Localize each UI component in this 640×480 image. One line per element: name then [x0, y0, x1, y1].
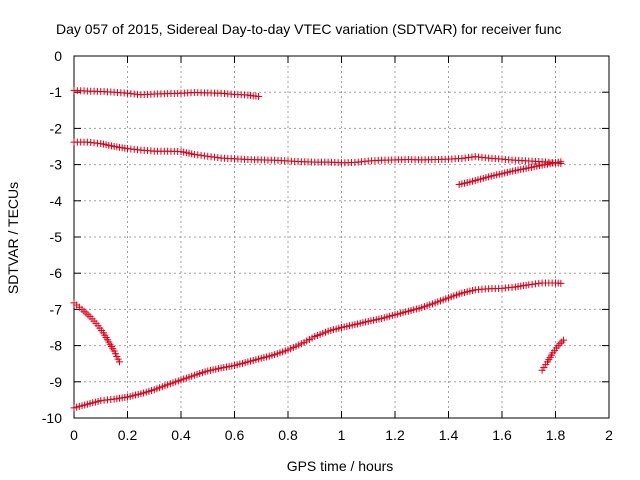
y-tick-label: -8: [50, 338, 63, 354]
x-tick-label: 0.2: [118, 427, 138, 443]
data-point-marker: [115, 358, 123, 366]
y-axis-label: SDTVAR / TECUs: [5, 182, 21, 294]
x-tick-label: 0.4: [171, 427, 191, 443]
data-point-marker: [557, 158, 565, 166]
data-point-marker: [558, 338, 566, 346]
y-tick-label: -3: [50, 157, 63, 173]
series-track-c: [455, 158, 565, 189]
x-tick-label: 1.2: [385, 427, 405, 443]
x-tick-label: 1: [338, 427, 346, 443]
data-point-marker: [557, 279, 565, 287]
data-point-marker: [560, 336, 568, 344]
series-track-d: [70, 299, 123, 366]
x-tick-label: 0.6: [225, 427, 245, 443]
series-track-e: [70, 279, 565, 412]
marker-layer: [70, 86, 568, 412]
x-tick-label: 0: [70, 427, 78, 443]
x-axis-label: GPS time / hours: [287, 458, 394, 474]
x-tick-label: 1.8: [546, 427, 566, 443]
y-tick-label: -5: [50, 229, 63, 245]
data-point-marker: [255, 93, 263, 101]
x-tick-label: 0.8: [278, 427, 298, 443]
y-tick-label: -10: [42, 410, 62, 426]
x-tick-label: 1.4: [439, 427, 459, 443]
series-track-f: [538, 336, 568, 374]
data-point-marker: [554, 342, 562, 350]
series-track-a: [70, 86, 263, 101]
x-tick-labels: 0 0.2 0.4 0.6 0.8 1 1.2 1.4 1.6 1.8 2: [70, 427, 613, 443]
x-tick-label: 1.6: [492, 427, 512, 443]
chart-title: Day 057 of 2015, Sidereal Day-to-day VTE…: [56, 21, 562, 37]
y-tick-label: 0: [54, 48, 62, 64]
y-tick-label: -6: [50, 265, 63, 281]
y-tick-label: -2: [50, 120, 63, 136]
y-tick-label: -7: [50, 301, 63, 317]
data-point-marker: [556, 340, 564, 348]
y-tick-labels: 0 -1 -2 -3 -4 -5 -6 -7 -8 -9 -10: [42, 48, 62, 426]
y-tick-label: -1: [50, 84, 63, 100]
y-tick-label: -4: [50, 193, 63, 209]
series-track-b: [70, 138, 565, 168]
grid-layer: [74, 56, 609, 418]
x-tick-label: 2: [605, 427, 613, 443]
y-tick-label: -9: [50, 374, 63, 390]
